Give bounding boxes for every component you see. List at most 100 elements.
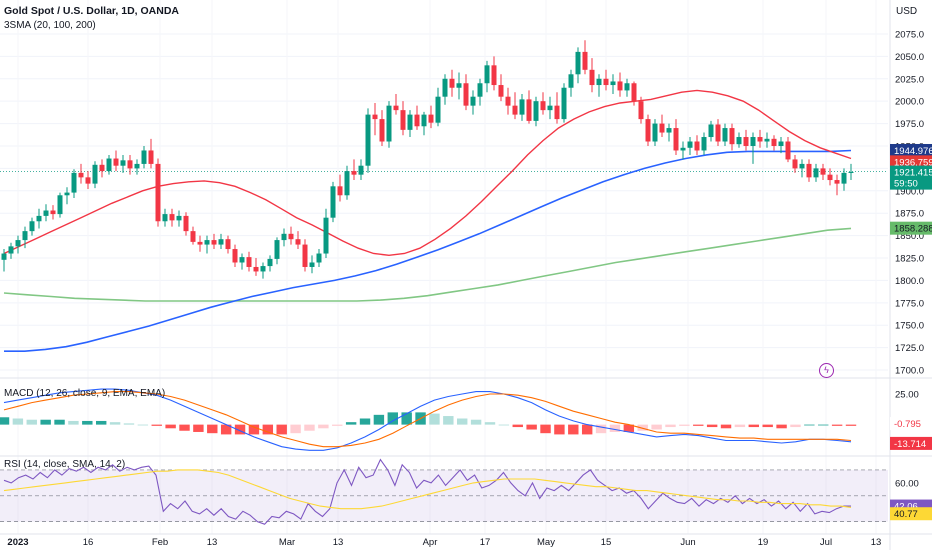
macd-hist-bar (109, 422, 121, 425)
last-price-badge-bg (890, 165, 932, 190)
candle-body (512, 105, 518, 115)
macd-signal-badge-text: -0.795 (894, 419, 921, 430)
macd-hist-bar (609, 424, 621, 432)
sma20-badge-bg (890, 155, 932, 169)
macd-hist-bar (248, 424, 260, 435)
candle-body (120, 160, 126, 166)
sma200-badge-text: 1858.288 (894, 224, 932, 235)
candle-body (547, 105, 553, 111)
candle-body (736, 137, 742, 145)
sma20-line (3, 89, 852, 257)
candle-body (358, 165, 364, 175)
x-tick-label: May (537, 537, 555, 548)
candle-body (526, 99, 532, 121)
macd-hist-bar (651, 424, 662, 430)
candle-body (624, 83, 630, 91)
candle-body (575, 51, 581, 75)
candle-body (771, 138, 777, 146)
candle-body (323, 217, 329, 254)
macd-hist-bar (179, 424, 190, 431)
sma100-badge-bg (890, 143, 932, 157)
x-tick-label: 13 (871, 537, 882, 548)
flash-icon[interactable]: ϟ (819, 363, 834, 378)
y-tick-label: 1800.0 (895, 276, 924, 287)
macd-hist-bar (790, 424, 801, 428)
candle-body (1, 253, 7, 260)
candle-body (162, 214, 168, 222)
last-price-badge-text: 1921.415 (894, 168, 932, 179)
macd-hist-bar (54, 419, 65, 425)
candle-body (722, 128, 728, 142)
sma20-layer (3, 89, 852, 257)
y-tick-label: 1875.0 (895, 209, 924, 220)
candle-body (813, 168, 819, 178)
x-tick-label: 17 (480, 537, 491, 548)
macd-tick-label: 25.00 (895, 390, 919, 401)
candle-body (554, 105, 560, 120)
x-tick-label: Mar (279, 537, 295, 548)
candle-body (561, 87, 567, 120)
candle-body (246, 257, 252, 267)
y-tick-label: 2050.0 (895, 52, 924, 63)
chart-title: Gold Spot / U.S. Dollar, 1D, OANDA (4, 5, 180, 17)
macd-hist-bar (457, 418, 468, 425)
macd-hist-bar (498, 424, 510, 426)
macd-signal-line (3, 391, 852, 448)
candle-body (176, 215, 182, 221)
candle-body (309, 262, 315, 267)
currency-label[interactable]: USD (896, 6, 918, 17)
x-tick-label: 13 (207, 537, 218, 548)
candle-body (428, 114, 434, 123)
macd-hist-bar (193, 424, 204, 432)
candle-body (743, 137, 749, 146)
candle-body (43, 210, 49, 216)
macd-hist-bar (470, 419, 482, 425)
macd-hist-bar (554, 424, 565, 435)
x-tick-label: 13 (333, 537, 344, 548)
candle-body (127, 160, 133, 169)
macd-hist-bar (776, 424, 787, 429)
candle-body (400, 110, 406, 130)
macd-hist-bar (443, 416, 454, 425)
y-tick-label: 1900.0 (895, 186, 924, 197)
candle-body (841, 172, 847, 184)
candle-body (470, 96, 476, 106)
rsi-badge-text: 42.06 (894, 502, 918, 513)
candle-body (820, 168, 826, 175)
candle-body (694, 141, 700, 151)
candle-body (715, 124, 721, 142)
y-tick-label: 1750.0 (895, 321, 924, 332)
candle-body (15, 240, 21, 247)
macd-hist-bar (679, 424, 690, 426)
macd-hist-bar (512, 424, 523, 428)
macd-hist-bar (318, 424, 329, 429)
candle-body (134, 163, 140, 169)
macd-hist-bar (762, 424, 773, 428)
macd-hist-bar (165, 424, 176, 429)
sma100-line (4, 149, 852, 353)
candle-body (610, 81, 616, 86)
candle-body (29, 221, 35, 232)
macd-hist-bar (734, 424, 746, 428)
y-tick-label: 1825.0 (895, 254, 924, 265)
candle-body (848, 171, 854, 173)
candle-body (64, 192, 70, 196)
rsi-ma-badge-text: 40.77 (894, 509, 918, 520)
candle-body (414, 114, 420, 127)
x-tick-label: 15 (601, 537, 612, 548)
candle-body (834, 180, 840, 184)
macd-hist-bar (12, 418, 24, 425)
macd-hist-bar (706, 424, 718, 428)
macd-hist-bar (26, 419, 37, 425)
candle-body (197, 241, 203, 245)
candle-body (680, 147, 686, 151)
candle-body (596, 78, 602, 86)
macd-hist-bar (720, 424, 732, 429)
sma200-line (3, 227, 852, 302)
candle-body (183, 215, 189, 232)
x-tick-label: 2023 (7, 537, 28, 548)
candle-body (211, 240, 217, 245)
candle-body (687, 141, 693, 148)
candle-body (757, 137, 763, 142)
macd-line-badge-text: -13.714 (894, 439, 926, 450)
